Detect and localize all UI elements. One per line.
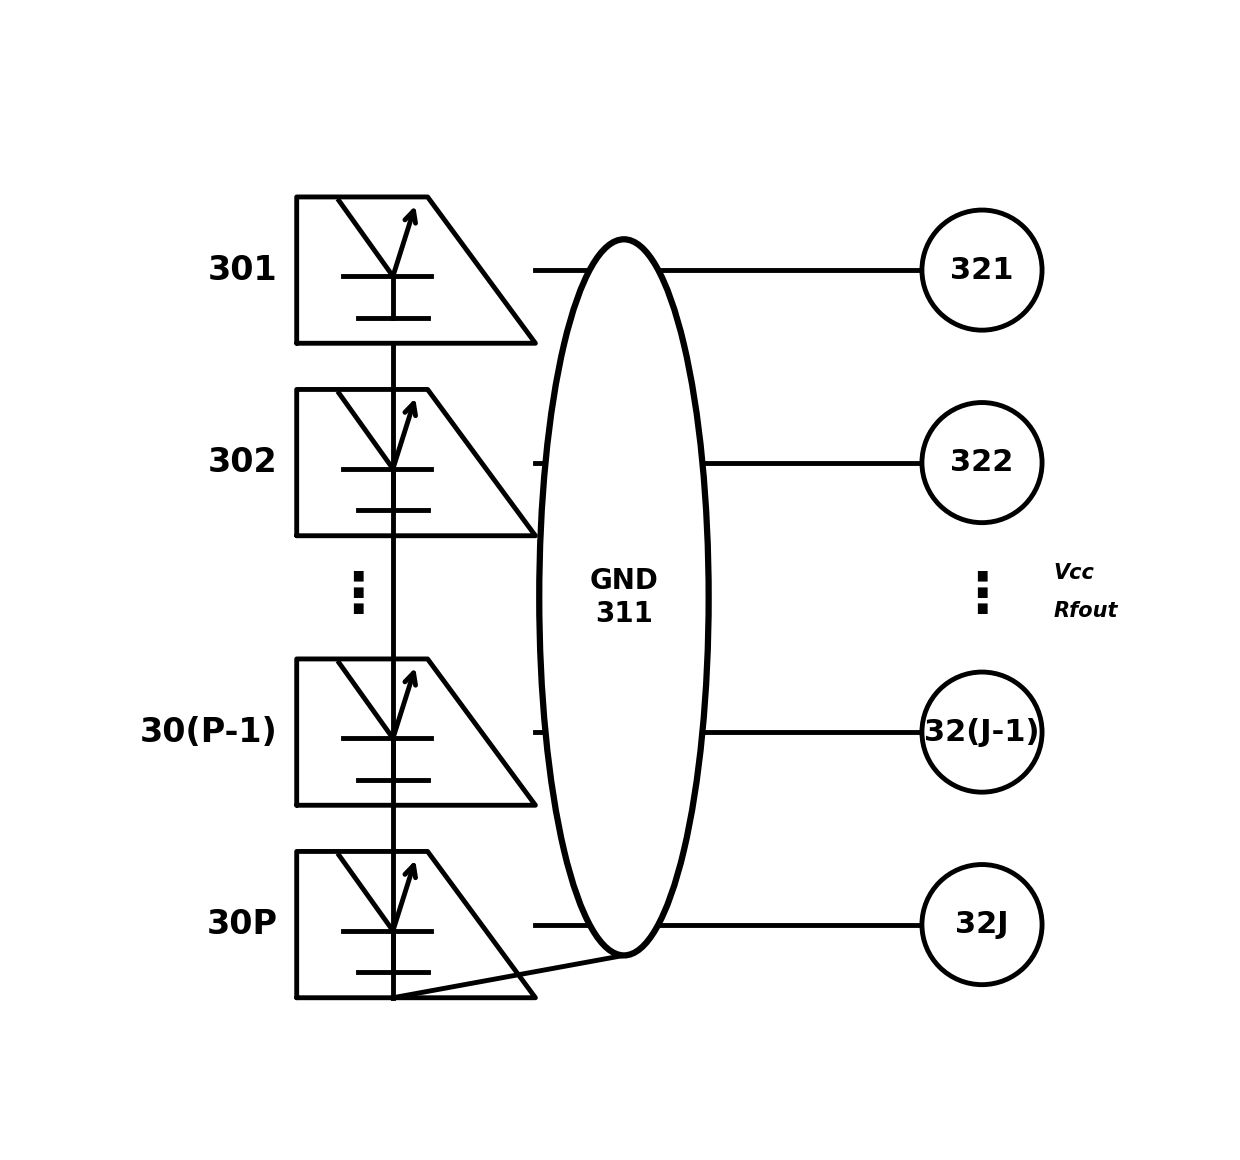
Text: 32(J-1): 32(J-1) (924, 718, 1040, 747)
Text: 322: 322 (950, 448, 1013, 477)
Circle shape (921, 864, 1042, 985)
Text: 32J: 32J (955, 911, 1009, 940)
Text: GND
311: GND 311 (589, 567, 658, 628)
Ellipse shape (539, 239, 708, 956)
Text: 301: 301 (208, 254, 278, 287)
Text: Vcc: Vcc (1054, 563, 1095, 582)
Circle shape (921, 403, 1042, 523)
Text: 30P: 30P (206, 908, 278, 941)
Text: ⋮: ⋮ (955, 571, 1009, 624)
Text: 302: 302 (208, 447, 278, 479)
Text: 321: 321 (950, 255, 1014, 284)
Text: ⋮: ⋮ (331, 571, 386, 624)
Text: 30(P-1): 30(P-1) (140, 716, 278, 748)
Circle shape (921, 210, 1042, 331)
Circle shape (921, 672, 1042, 792)
Text: Rfout: Rfout (1054, 601, 1118, 622)
